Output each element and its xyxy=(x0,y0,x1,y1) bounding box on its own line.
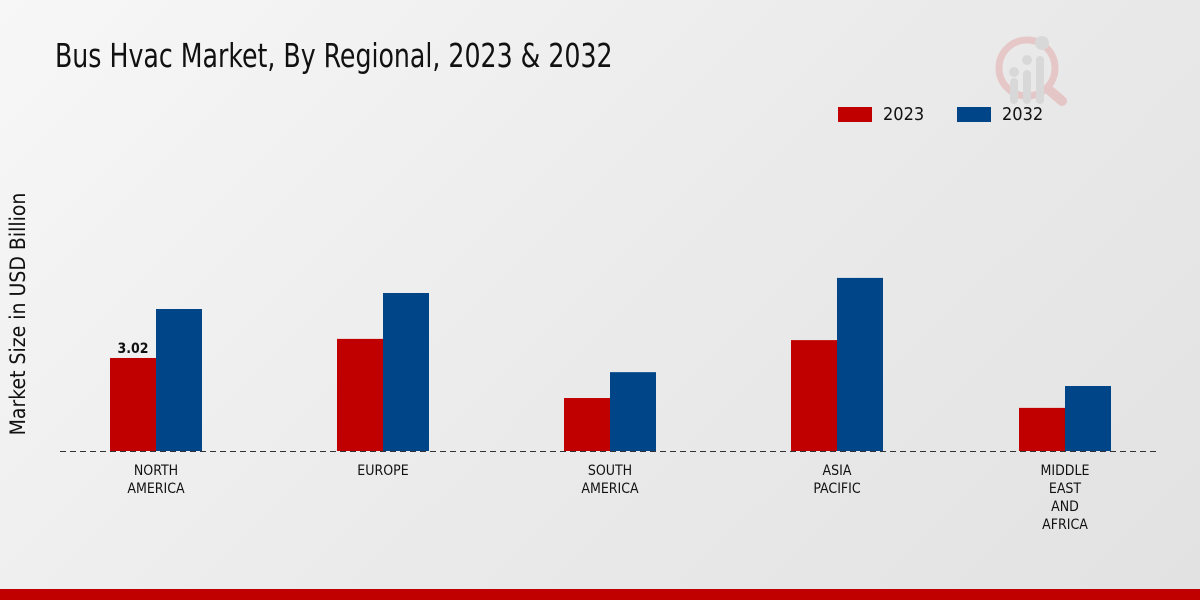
chart-title: Bus Hvac Market, By Regional, 2023 & 203… xyxy=(55,36,613,75)
bar-2032-1 xyxy=(383,292,429,451)
bar-2023-1 xyxy=(337,338,383,451)
x-tick-label: AFRICA xyxy=(1042,517,1088,533)
x-tick-label: EAST xyxy=(1049,481,1082,497)
legend-label-2032: 2032 xyxy=(1002,104,1044,125)
bar-2032-0 xyxy=(156,309,202,451)
legend-swatch-2032 xyxy=(957,107,991,122)
bar-2023-4 xyxy=(1019,407,1065,451)
x-tick-label: SOUTH xyxy=(588,463,632,479)
bar-2023-3 xyxy=(791,340,837,451)
x-tick-label: AMERICA xyxy=(581,481,639,497)
bar-2023-0 xyxy=(110,357,156,451)
legend-label-2023: 2023 xyxy=(883,104,925,125)
x-tick-label: AMERICA xyxy=(127,481,185,497)
legend-item-2023: 2023 xyxy=(838,104,924,125)
legend-swatch-2023 xyxy=(838,107,872,122)
x-tick-label: PACIFIC xyxy=(813,481,861,497)
bar-2023-2 xyxy=(564,398,610,451)
legend-item-2032: 2032 xyxy=(957,104,1043,125)
bar-2032-2 xyxy=(610,372,656,451)
bar-2032-3 xyxy=(837,277,883,451)
x-tick-label: AND xyxy=(1051,499,1079,515)
x-tick-label: MIDDLE xyxy=(1041,463,1090,479)
bar-2032-4 xyxy=(1065,386,1111,451)
x-tick-label: NORTH xyxy=(134,463,178,479)
x-tick-label: EUROPE xyxy=(357,463,408,479)
x-tick-label: ASIA xyxy=(823,463,852,479)
bottom-accent-bar xyxy=(0,589,1200,600)
data-label: 3.02 xyxy=(117,341,148,357)
logo-watermark xyxy=(995,36,1067,106)
